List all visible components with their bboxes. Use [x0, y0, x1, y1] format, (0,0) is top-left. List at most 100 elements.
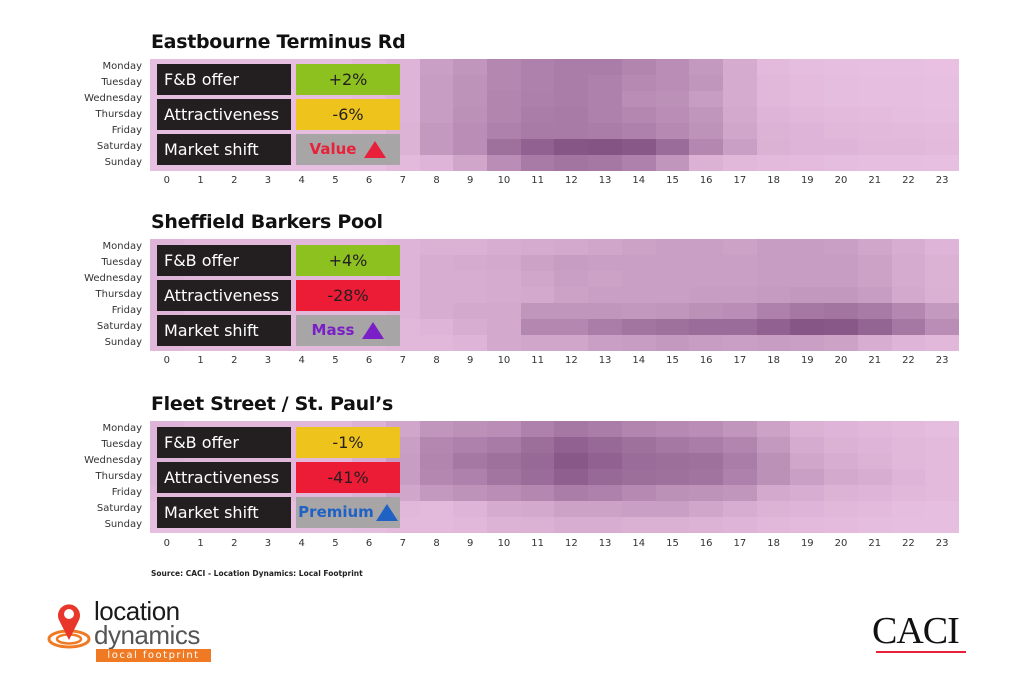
- heatmap-cell: [857, 123, 892, 139]
- heatmap-cell: [554, 319, 589, 335]
- heatmap-cell: [453, 469, 488, 485]
- heatmap-cell: [453, 155, 488, 171]
- hour-label: 0: [163, 538, 171, 549]
- heatmap-cell: [621, 59, 656, 75]
- hour-label: 5: [332, 355, 339, 366]
- heatmap-cell: [756, 271, 791, 287]
- heatmap-cell: [689, 453, 724, 469]
- heatmap-cell: [520, 437, 555, 453]
- heatmap-cell: [419, 107, 454, 123]
- heatmap-cell: [689, 517, 724, 533]
- hour-label: 2: [231, 538, 238, 549]
- heatmap-cell: [824, 517, 858, 533]
- heatmap-cell: [588, 155, 622, 171]
- heatmap-cell: [621, 517, 656, 533]
- heatmap-cell: [520, 303, 555, 319]
- heatmap-cell: [453, 421, 488, 437]
- heatmap-cell: [723, 453, 757, 469]
- hour-label: 19: [800, 175, 814, 186]
- heatmap-cell: [588, 485, 622, 501]
- heatmap-cell: [790, 437, 825, 453]
- heatmap-cell: [925, 155, 959, 171]
- heatmap-cell: [891, 271, 926, 287]
- hour-label: 4: [298, 538, 305, 549]
- heatmap-cell: [790, 91, 825, 107]
- heatmap-cell: [925, 501, 959, 517]
- heatmap-cell: [520, 107, 555, 123]
- heatmap-cell: [824, 469, 858, 485]
- day-axis: Monday Tuesday Wednesday Thursday Friday…: [0, 239, 142, 351]
- heatmap-cell: [756, 517, 791, 533]
- hour-label: 4: [298, 355, 305, 366]
- heatmap-cell: [756, 501, 791, 517]
- hour-label: 11: [531, 175, 544, 186]
- heatmap-cell: [655, 469, 690, 485]
- heatmap-cell: [925, 123, 959, 139]
- hour-label: 23: [935, 175, 949, 186]
- panel-title: Eastbourne Terminus Rd: [151, 31, 406, 53]
- heatmap-cell: [723, 517, 757, 533]
- hour-label: 22: [902, 355, 915, 366]
- heatmap-cell: [554, 75, 589, 91]
- heatmap-cell: [857, 59, 892, 75]
- heatmap-cell: [554, 123, 589, 139]
- hour-label: 23: [935, 538, 949, 549]
- heatmap-cell: [756, 453, 791, 469]
- hour-label: 9: [467, 175, 474, 186]
- hour-label: 6: [365, 355, 373, 366]
- heatmap-cell: [756, 255, 791, 271]
- heatmap-cell: [554, 139, 589, 155]
- heatmap-cell: [487, 123, 521, 139]
- panel-title: Fleet Street / St. Paul’s: [151, 393, 394, 415]
- hour-label: 8: [433, 538, 440, 549]
- heatmap-cell: [824, 421, 858, 437]
- heatmap-cell: [487, 421, 521, 437]
- kpi-row-attractiveness: Attractiveness -6%: [157, 99, 401, 130]
- heatmap-cell: [790, 255, 825, 271]
- hour-label: 19: [800, 355, 814, 366]
- heatmap-cell: [925, 421, 959, 437]
- heatmap-cell: [655, 239, 690, 255]
- heatmap-cell: [756, 123, 791, 139]
- heatmap-cell: [621, 501, 656, 517]
- day-label: Tuesday: [101, 439, 142, 450]
- heatmap-cell: [487, 485, 521, 501]
- heatmap-cell: [689, 123, 724, 139]
- heatmap-cell: [925, 319, 959, 335]
- heatmap-cell: [655, 287, 690, 303]
- heatmap-cell: [621, 155, 656, 171]
- heatmap-cell: [857, 239, 892, 255]
- heatmap-cell: [857, 75, 892, 91]
- day-label: Thursday: [95, 109, 143, 120]
- heatmap-cell: [520, 123, 555, 139]
- heatmap-cell: [419, 75, 454, 91]
- heatmap-cell: [891, 453, 926, 469]
- heatmap-cell: [925, 303, 959, 319]
- heatmap-cell: [790, 239, 825, 255]
- heatmap-cell: [925, 139, 959, 155]
- heatmap-cell: [689, 485, 724, 501]
- heatmap-cell: [756, 421, 791, 437]
- hour-label: 17: [733, 355, 747, 366]
- heatmap-cell: [419, 271, 454, 287]
- hour-label: 15: [666, 355, 679, 366]
- hour-label: 15: [666, 175, 679, 186]
- heatmap-cell: [857, 335, 892, 351]
- heatmap-cell: [891, 123, 926, 139]
- hour-label: 14: [632, 538, 646, 549]
- heatmap-cell: [487, 139, 521, 155]
- heatmap-cell: [824, 287, 858, 303]
- heatmap-cell: [824, 139, 858, 155]
- heatmap-cell: [891, 485, 926, 501]
- heatmap-cell: [487, 255, 521, 271]
- heatmap-cell: [723, 421, 757, 437]
- heatmap-cell: [588, 335, 622, 351]
- heatmap-cell: [824, 501, 858, 517]
- hour-label: 9: [467, 355, 474, 366]
- heatmap-cell: [891, 75, 926, 91]
- heatmap-cell: [857, 139, 892, 155]
- shift-text: Premium: [298, 503, 374, 521]
- heatmap-cell: [689, 437, 724, 453]
- day-label: Friday: [111, 487, 142, 498]
- heatmap-cell: [487, 469, 521, 485]
